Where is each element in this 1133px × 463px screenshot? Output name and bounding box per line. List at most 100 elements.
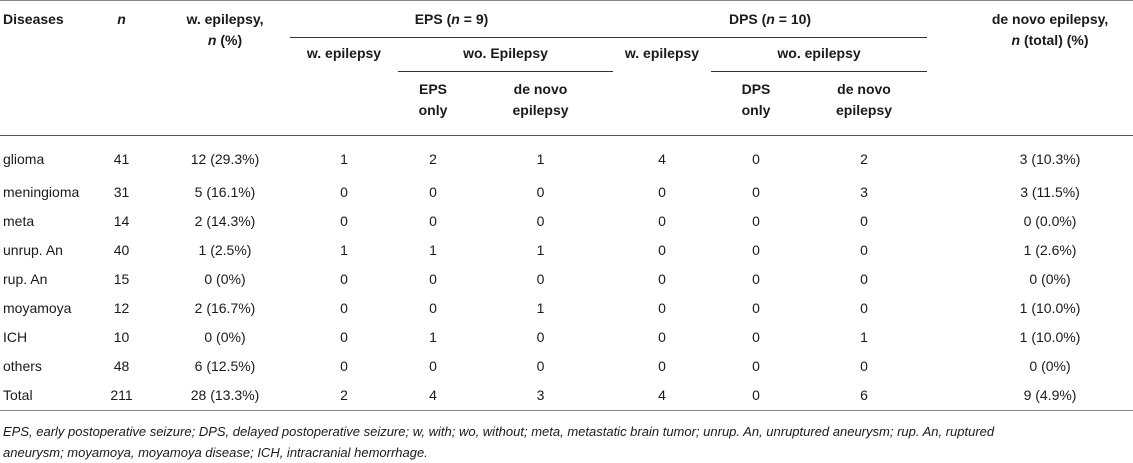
cell-disease: ICH [3, 329, 28, 345]
table-row: unrup. An 40 1 (2.5%) 1 1 1 0 0 0 1 (2.6%) [0, 236, 1133, 265]
cell-dps-denovo: 6 [860, 387, 868, 403]
cell-dps-w-epilepsy: 4 [658, 150, 666, 167]
cell-eps-denovo: 0 [536, 358, 545, 374]
cell-dps-only: 0 [752, 300, 760, 316]
cell-denovo-total: 0 (0%) [1029, 271, 1071, 287]
header-dps-w-epilepsy-label: w. epilepsy [624, 45, 700, 61]
table-row: others 48 6 (12.5%) 0 0 0 0 0 0 0 (0%) [0, 352, 1133, 381]
header-w-epilepsy-line1: w. epilepsy, [186, 11, 264, 27]
cell-dps-only: 0 [752, 150, 760, 167]
cell-w-epilepsy: 5 (16.1%) [194, 184, 256, 200]
cell-dps-denovo: 0 [860, 213, 868, 229]
header-n-label: n [117, 11, 126, 27]
header-dps-w-epilepsy: w. epilepsy [613, 38, 711, 136]
header-dps-suffix: = 10) [774, 11, 812, 27]
cell-dps-denovo: 0 [860, 242, 868, 258]
cell-eps-only: 4 [429, 387, 437, 403]
cell-eps-only: 0 [429, 184, 437, 200]
header-w-epilepsy-n: n [207, 32, 217, 48]
cell-eps-denovo: 3 [536, 387, 545, 403]
header-eps-w-epilepsy: w. epilepsy [290, 38, 398, 136]
cell-dps-only: 0 [752, 184, 760, 200]
header-eps-denovo: de novo epilepsy [468, 72, 613, 136]
cell-denovo-total: 0 (0.0%) [1023, 213, 1077, 229]
header-dps-prefix: DPS ( [728, 11, 767, 27]
cell-eps-denovo: 1 [536, 150, 545, 167]
cell-dps-only: 0 [752, 271, 760, 287]
cell-eps-w-epilepsy: 0 [340, 329, 348, 345]
cell-eps-only: 0 [429, 300, 437, 316]
cell-dps-denovo: 1 [860, 329, 868, 345]
table-row: moyamoya 12 2 (16.7%) 0 0 1 0 0 0 1 (10.0%) [0, 294, 1133, 323]
table-row: Total 211 28 (13.3%) 2 4 3 4 0 6 9 (4.9%) [0, 381, 1133, 410]
header-dps-n: n [766, 11, 775, 27]
cell-disease: others [3, 358, 42, 374]
header-dps-only: DPS only [711, 72, 801, 136]
cell-w-epilepsy: 28 (13.3%) [190, 387, 260, 403]
table-row: ICH 10 0 (0%) 0 1 0 0 0 1 1 (10.0%) [0, 323, 1133, 352]
cell-eps-denovo: 0 [536, 271, 545, 287]
header-denovo-line1: de novo epilepsy, [991, 11, 1109, 27]
cell-denovo-total: 3 (10.3%) [1019, 150, 1081, 167]
cell-dps-denovo: 0 [860, 358, 868, 374]
header-eps-wo-epilepsy: wo. Epilepsy [398, 37, 613, 72]
header-w-epilepsy: w. epilepsy, n (%) [140, 1, 290, 136]
cell-n: 211 [110, 387, 133, 403]
cell-w-epilepsy: 2 (14.3%) [194, 213, 256, 229]
header-eps-w-epilepsy-label: w. epilepsy [306, 45, 382, 61]
header-dps-wo-epilepsy: wo. epilepsy [711, 37, 928, 72]
cell-w-epilepsy: 12 (29.3%) [190, 150, 260, 167]
header-eps-group: EPS (n = 9) [290, 0, 613, 38]
cell-w-epilepsy: 0 (0%) [204, 329, 246, 345]
cell-disease: moyamoya [3, 300, 72, 316]
header-dps-wo-epilepsy-label: wo. epilepsy [777, 45, 861, 61]
cell-dps-w-epilepsy: 0 [658, 329, 666, 345]
cell-disease: meningioma [3, 184, 80, 200]
header-eps-denovo-line1: de novo [513, 81, 568, 97]
header-eps-denovo-line2: epilepsy [512, 102, 569, 118]
header-dps-group: DPS (n = 10) [613, 0, 928, 38]
cell-w-epilepsy: 2 (16.7%) [194, 300, 256, 316]
cell-eps-w-epilepsy: 0 [340, 300, 348, 316]
header-diseases-label: Diseases [3, 11, 64, 27]
cell-denovo-total: 0 (0%) [1029, 358, 1071, 374]
header-eps-only-line2: only [418, 102, 448, 118]
cell-disease: Total [3, 387, 33, 403]
footnote-line2: aneurysm; moyamoya, moyamoya disease; IC… [3, 445, 428, 460]
cell-dps-only: 0 [752, 213, 760, 229]
epilepsy-table: Diseases n w. epilepsy, n (%) EPS (n = 9… [0, 0, 1133, 410]
header-diseases: Diseases [0, 1, 103, 136]
header-eps-only-line1: EPS [418, 81, 447, 97]
header-eps-n: n [451, 11, 460, 27]
header-dps-denovo-line1: de novo [837, 81, 891, 97]
cell-dps-w-epilepsy: 0 [658, 300, 666, 316]
cell-dps-w-epilepsy: 0 [658, 242, 666, 258]
cell-eps-w-epilepsy: 2 [340, 387, 348, 403]
header-dps-denovo-line2: epilepsy [836, 102, 893, 118]
cell-denovo-total: 1 (10.0%) [1019, 300, 1081, 316]
header-eps-wo-epilepsy-label: wo. Epilepsy [463, 45, 548, 61]
header-n: n [103, 1, 140, 136]
cell-dps-w-epilepsy: 0 [658, 184, 666, 200]
cell-n: 40 [113, 242, 130, 258]
cell-dps-only: 0 [752, 329, 760, 345]
cell-n: 12 [113, 300, 130, 316]
cell-dps-only: 0 [752, 358, 760, 374]
header-denovo-rest: (total) (%) [1023, 32, 1089, 48]
table-row: meningioma 31 5 (16.1%) 0 0 0 0 0 3 3 (11.5%) [0, 178, 1133, 207]
cell-eps-w-epilepsy: 0 [340, 271, 348, 287]
cell-dps-only: 0 [752, 242, 760, 258]
cell-denovo-total: 1 (2.6%) [1023, 242, 1077, 258]
cell-denovo-total: 9 (4.9%) [1023, 387, 1077, 403]
table-row: glioma 41 12 (29.3%) 1 2 1 4 0 2 3 (10.3%) [0, 136, 1133, 179]
cell-dps-w-epilepsy: 0 [658, 213, 666, 229]
cell-eps-w-epilepsy: 1 [340, 242, 348, 258]
header-dps-denovo: de novo epilepsy [801, 72, 927, 136]
header-denovo-n: n [1011, 32, 1021, 48]
cell-w-epilepsy: 1 (2.5%) [198, 242, 252, 258]
cell-eps-only: 1 [429, 242, 437, 258]
cell-eps-only: 0 [429, 358, 437, 374]
cell-eps-denovo: 1 [536, 242, 545, 258]
cell-eps-only: 0 [429, 213, 437, 229]
